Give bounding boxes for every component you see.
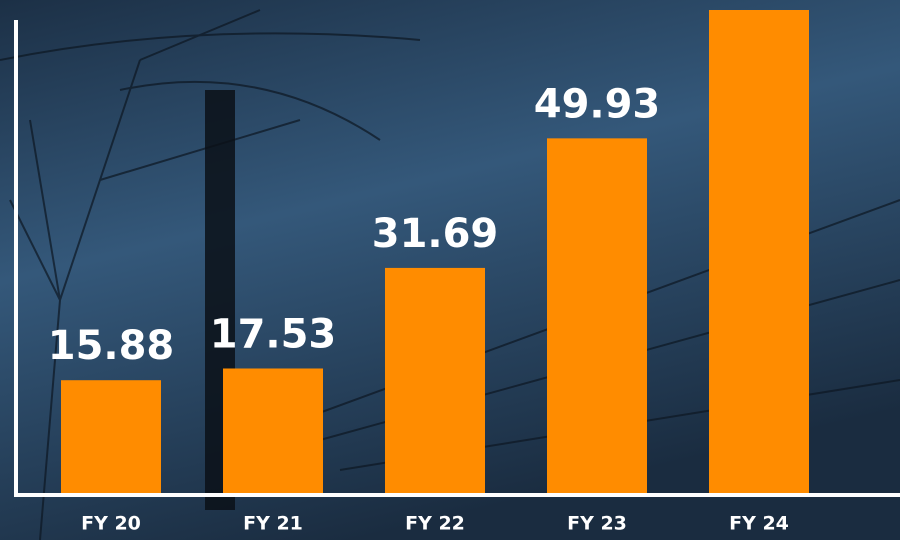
x-tick-label: FY 24 bbox=[729, 513, 789, 535]
x-tick-label: FY 21 bbox=[243, 513, 303, 535]
data-label: 15.88 bbox=[48, 323, 175, 369]
data-label: 17.53 bbox=[210, 311, 337, 357]
bar bbox=[709, 10, 809, 493]
x-tick-label: FY 20 bbox=[81, 513, 141, 535]
data-label: 31.69 bbox=[372, 211, 499, 257]
bar bbox=[223, 368, 323, 493]
data-label: 49.93 bbox=[534, 81, 661, 127]
bar bbox=[61, 380, 161, 493]
x-tick-label: FY 23 bbox=[567, 513, 627, 535]
bar bbox=[547, 138, 647, 493]
bar bbox=[385, 267, 485, 493]
x-tick-label: FY 22 bbox=[405, 513, 465, 535]
